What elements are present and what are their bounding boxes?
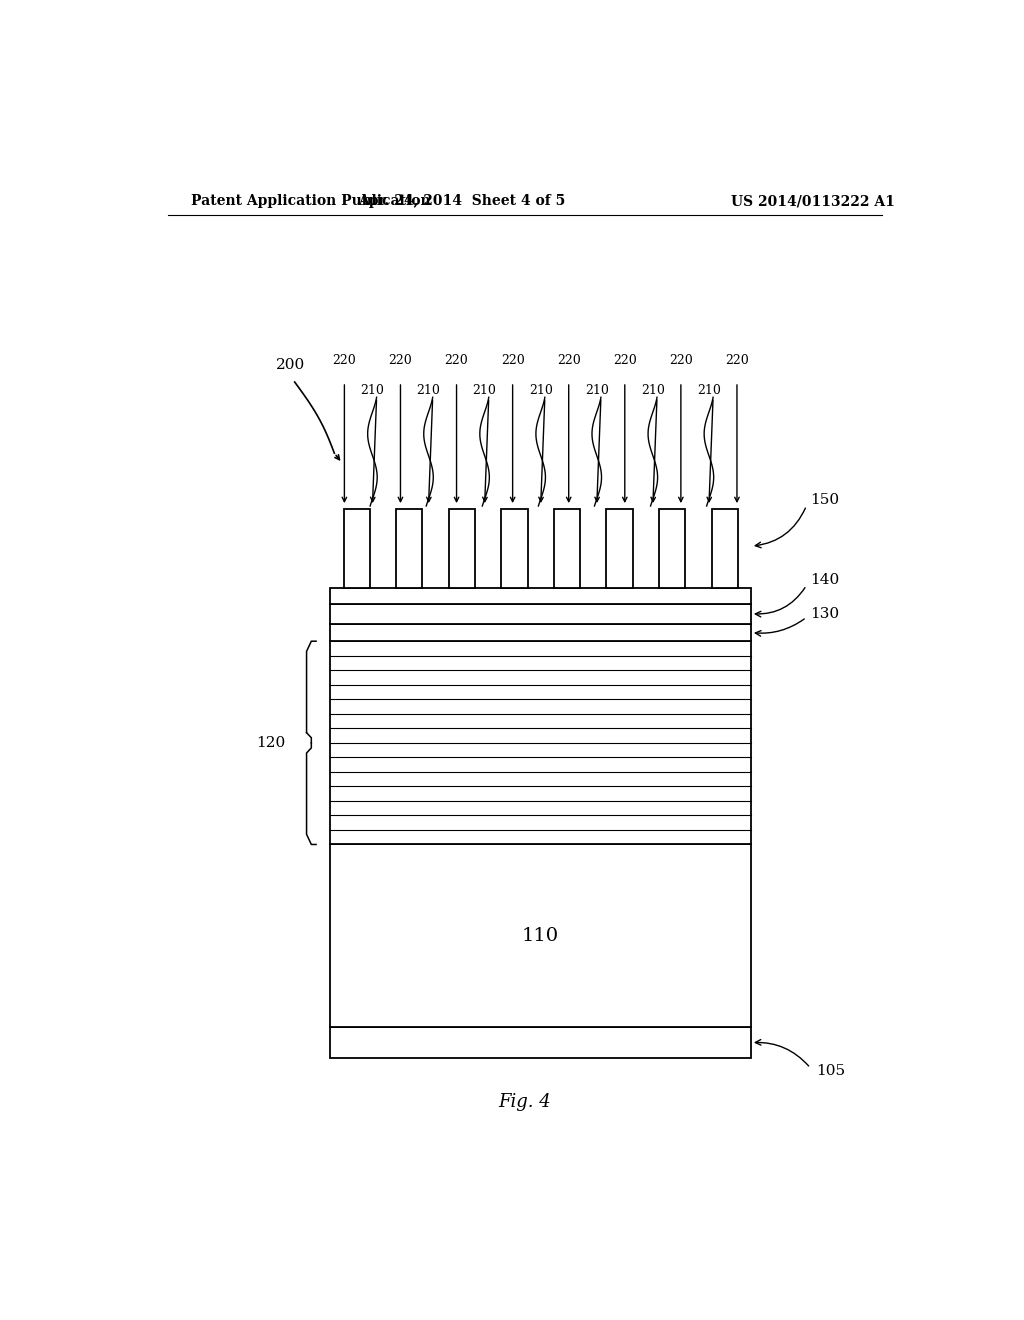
Bar <box>501 510 527 589</box>
Text: 140: 140 <box>811 573 840 587</box>
Text: Fig. 4: Fig. 4 <box>499 1093 551 1110</box>
Bar <box>449 510 475 589</box>
Text: 220: 220 <box>725 354 749 367</box>
Bar <box>331 624 751 642</box>
Text: 210: 210 <box>473 384 497 397</box>
Text: 130: 130 <box>811 607 840 622</box>
Bar <box>659 510 685 589</box>
Bar <box>331 1027 751 1057</box>
Text: 220: 220 <box>669 354 693 367</box>
Text: 210: 210 <box>585 384 608 397</box>
Text: 210: 210 <box>641 384 665 397</box>
Text: 220: 220 <box>613 354 637 367</box>
Text: 105: 105 <box>816 1064 845 1078</box>
Text: 210: 210 <box>360 384 384 397</box>
Text: US 2014/0113222 A1: US 2014/0113222 A1 <box>731 194 895 209</box>
Bar <box>331 642 751 845</box>
Text: 200: 200 <box>276 358 305 372</box>
Text: Patent Application Publication: Patent Application Publication <box>191 194 431 209</box>
Bar <box>396 510 422 589</box>
Text: 220: 220 <box>557 354 581 367</box>
Text: 150: 150 <box>811 494 840 507</box>
Text: 120: 120 <box>256 735 286 750</box>
Text: Apr. 24, 2014  Sheet 4 of 5: Apr. 24, 2014 Sheet 4 of 5 <box>357 194 565 209</box>
Bar <box>331 603 751 624</box>
Bar <box>606 510 633 589</box>
Text: 210: 210 <box>528 384 553 397</box>
Text: 110: 110 <box>522 927 559 945</box>
Bar <box>331 845 751 1027</box>
Bar <box>712 510 738 589</box>
Text: 210: 210 <box>697 384 721 397</box>
Bar <box>554 510 581 589</box>
Text: 220: 220 <box>333 354 356 367</box>
Text: 220: 220 <box>444 354 468 367</box>
Text: 220: 220 <box>501 354 524 367</box>
Bar <box>331 589 751 603</box>
Text: 220: 220 <box>388 354 413 367</box>
Bar <box>343 510 370 589</box>
Text: 210: 210 <box>417 384 440 397</box>
